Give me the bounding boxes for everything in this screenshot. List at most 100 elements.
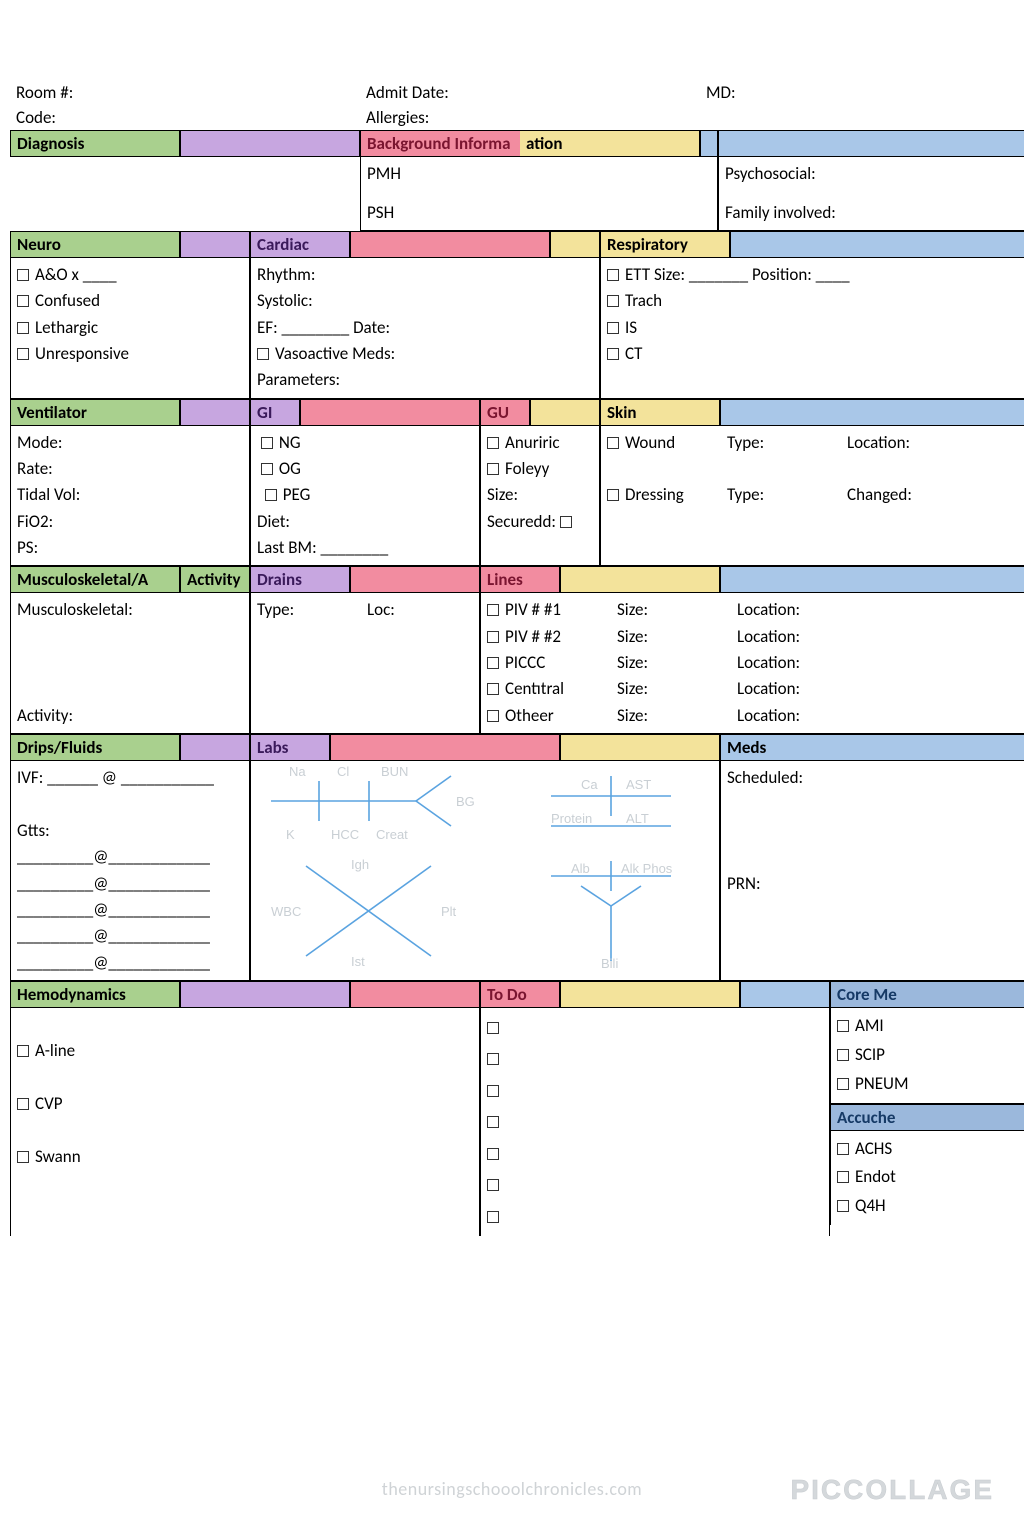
drains-body: Type: Loc: [250,593,480,734]
checkbox-icon[interactable] [487,1116,499,1128]
mdl-header: Musculoskeletal/A Activity Drains Lines [10,566,1024,593]
skin-header: Skin [600,399,720,426]
gi-body: NG OG PEG Diet: Last BM: ________ [250,426,480,567]
svg-text:BG: BG [456,794,475,809]
checkbox-icon[interactable] [607,269,619,281]
resp-body: ETT Size: _______ Position: ____ Trach I… [600,258,1024,399]
drips-header: Drips/Fluids [10,734,180,761]
svg-text:Ca: Ca [581,777,598,792]
diagnosis-header: Diagnosis [10,130,180,157]
checkbox-icon[interactable] [487,1179,499,1191]
lines-header: Lines [480,566,560,593]
svg-text:Igh: Igh [351,857,369,872]
svg-text:Ist: Ist [351,954,365,969]
svg-text:Creat: Creat [376,827,408,842]
svg-text:Alb: Alb [571,861,590,876]
neuro-body: A&O x ____ Confused Lethargic Unresponsi… [10,258,250,399]
checkbox-icon[interactable] [837,1171,849,1183]
hemo-header: Hemodynamics [10,981,180,1008]
neuro-header: Neuro [10,231,180,258]
checkbox-icon[interactable] [17,295,29,307]
accu-header: Accuche [830,1104,1024,1131]
checkbox-icon[interactable] [17,269,29,281]
labs-diagram: Na Cl BUN BG K HCC Creat Igh WBC Plt Ist… [251,761,719,971]
svg-text:Bili: Bili [601,956,618,971]
svg-text:Cl: Cl [337,764,349,779]
checkbox-icon[interactable] [837,1078,849,1090]
cardiac-header: Cardiac [250,231,350,258]
svg-text:Na: Na [289,764,306,779]
dlm-header: Drips/Fluids Labs Meds [10,734,1024,761]
checkbox-icon[interactable] [257,348,269,360]
checkbox-icon[interactable] [487,1085,499,1097]
msk-header-a: Musculoskeletal/A [10,566,180,593]
msk-body: Musculoskeletal: Activity: [10,593,250,734]
dlm-body: IVF: ______ @ ___________ Gtts: ________… [10,761,1024,981]
svg-text:BUN: BUN [381,764,408,779]
checkbox-icon[interactable] [487,1148,499,1160]
ncr-header: Neuro Cardiac Respiratory [10,231,1024,258]
checkbox-icon[interactable] [487,657,499,669]
svg-text:Protein: Protein [551,811,592,826]
checkbox-icon[interactable] [17,1151,29,1163]
checkbox-icon[interactable] [261,437,273,449]
checkbox-icon[interactable] [265,489,277,501]
bginfo-a: Background Informa [360,130,520,157]
lines-body: PIV # #1Size:Location: PIV # #2Size:Loca… [480,593,1024,734]
core-header: Core Me [830,981,1024,1008]
gu-body: Anuriric Foleyy Size: Securedd: [480,426,600,567]
svg-text:WBC: WBC [271,904,301,919]
watermark-app: PICCOLLAGE [790,1474,994,1506]
checkbox-icon[interactable] [17,348,29,360]
drips-body: IVF: ______ @ ___________ Gtts: ________… [10,761,250,981]
checkbox-icon[interactable] [17,1098,29,1110]
pmh: PMH [367,161,711,187]
bginfo-b: ation [520,130,700,157]
checkbox-icon[interactable] [837,1049,849,1061]
checkbox-icon[interactable] [560,516,572,528]
meds-body: Scheduled: PRN: [720,761,1024,981]
todo-body [480,1008,830,1236]
checkbox-icon[interactable] [487,631,499,643]
checkbox-icon[interactable] [487,1211,499,1223]
ncr-body: A&O x ____ Confused Lethargic Unresponsi… [10,258,1024,399]
labs-header: Labs [250,734,330,761]
checkbox-icon[interactable] [487,710,499,722]
checkbox-icon[interactable] [837,1200,849,1212]
checkbox-icon[interactable] [487,683,499,695]
drains-header: Drains [250,566,350,593]
room-label: Room #: [10,80,360,105]
mdl-body: Musculoskeletal: Activity: Type: Loc: PI… [10,593,1024,734]
checkbox-icon[interactable] [607,295,619,307]
svg-text:Alk Phos: Alk Phos [621,861,673,876]
diag-header: Diagnosis Background Informa ation [10,130,1024,157]
toprow1: Room #: Admit Date: MD: [10,80,1024,105]
svg-text:Plt: Plt [441,904,457,919]
resp-header: Respiratory [600,231,730,258]
gi-header: GI [250,399,300,426]
checkbox-icon[interactable] [487,1053,499,1065]
checkbox-icon[interactable] [17,1045,29,1057]
family: Family involved: [725,200,1018,226]
allergies-label: Allergies: [360,105,700,130]
checkbox-icon[interactable] [837,1020,849,1032]
code-label: Code: [10,105,360,130]
checkbox-icon[interactable] [17,322,29,334]
checkbox-icon[interactable] [607,489,619,501]
gu-header: GU [480,399,530,426]
checkbox-icon[interactable] [261,463,273,475]
vent-header: Ventilator [10,399,180,426]
checkbox-icon[interactable] [487,1022,499,1034]
checkbox-icon[interactable] [837,1143,849,1155]
checkbox-icon[interactable] [487,437,499,449]
md-label: MD: [700,80,1024,105]
vggs-header: Ventilator GI GU Skin [10,399,1024,426]
svg-text:HCC: HCC [331,827,359,842]
checkbox-icon[interactable] [607,322,619,334]
checkbox-icon[interactable] [607,437,619,449]
checkbox-icon[interactable] [607,348,619,360]
checkbox-icon[interactable] [487,463,499,475]
todo-header: To Do [480,981,560,1008]
checkbox-icon[interactable] [487,604,499,616]
svg-text:K: K [286,827,295,842]
